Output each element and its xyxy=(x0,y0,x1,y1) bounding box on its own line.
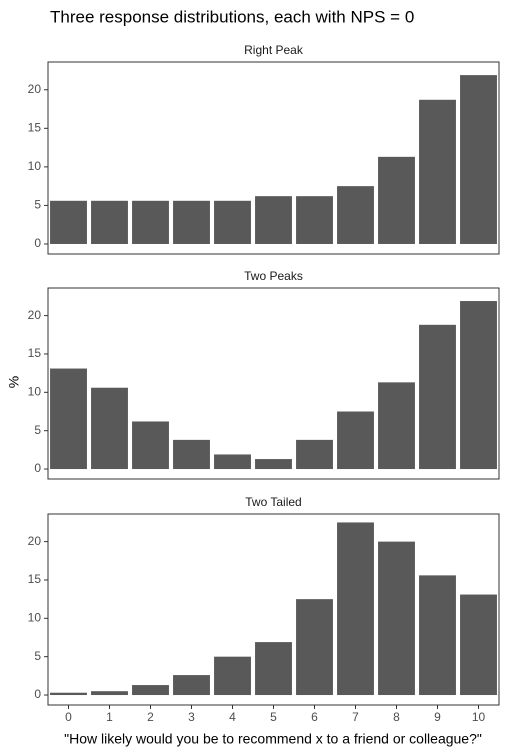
y-tick-label: 20 xyxy=(28,308,42,322)
bar xyxy=(378,541,415,696)
strip-label: Two Peaks xyxy=(244,269,303,283)
strip-label: Right Peak xyxy=(244,43,304,57)
y-tick-label: 5 xyxy=(34,198,41,212)
bar xyxy=(419,575,456,696)
x-tick-label: 3 xyxy=(188,710,195,724)
bar xyxy=(255,459,292,470)
bar xyxy=(337,411,374,470)
y-tick-label: 5 xyxy=(34,649,41,663)
bar xyxy=(132,200,169,244)
x-axis-title: "How likely would you be to recommend x … xyxy=(64,731,482,747)
bar xyxy=(419,324,456,470)
bar xyxy=(296,439,333,470)
bar xyxy=(173,439,210,470)
bar xyxy=(255,642,292,696)
x-tick-label: 9 xyxy=(434,710,441,724)
bar xyxy=(296,599,333,696)
panel-border xyxy=(47,287,500,480)
y-tick-label: 15 xyxy=(28,346,42,360)
bar xyxy=(91,387,128,470)
bar xyxy=(255,196,292,244)
chart-title: Three response distributions, each with … xyxy=(50,7,414,26)
x-tick-label: 5 xyxy=(270,710,277,724)
y-tick-label: 15 xyxy=(28,120,42,134)
x-tick-label: 4 xyxy=(229,710,236,724)
bar xyxy=(50,368,87,470)
bar xyxy=(91,691,128,696)
bar xyxy=(132,421,169,470)
panel-border xyxy=(47,513,500,706)
bar xyxy=(460,301,497,470)
y-axis-title: % xyxy=(6,376,22,388)
bar xyxy=(337,186,374,244)
y-tick-label: 0 xyxy=(34,461,41,475)
bar xyxy=(214,656,251,696)
y-tick-label: 20 xyxy=(28,534,42,548)
y-tick-label: 20 xyxy=(28,82,42,96)
strip-label: Two Tailed xyxy=(245,495,301,509)
x-tick-label: 2 xyxy=(147,710,154,724)
x-tick-label: 7 xyxy=(352,710,359,724)
y-tick-label: 5 xyxy=(34,423,41,437)
bar xyxy=(173,200,210,244)
y-tick-label: 10 xyxy=(28,159,42,173)
bar xyxy=(132,685,169,696)
bar xyxy=(214,454,251,470)
bar xyxy=(378,382,415,470)
bar xyxy=(460,75,497,244)
x-tick-label: 6 xyxy=(311,710,318,724)
bar xyxy=(419,99,456,244)
y-tick-label: 10 xyxy=(28,610,42,624)
bar xyxy=(50,692,87,696)
bar xyxy=(91,200,128,244)
y-tick-label: 10 xyxy=(28,384,42,398)
bar xyxy=(460,594,497,696)
bar xyxy=(296,196,333,244)
bar xyxy=(214,200,251,244)
panel-border xyxy=(47,61,500,255)
y-tick-label: 0 xyxy=(34,236,41,250)
y-tick-label: 15 xyxy=(28,572,42,586)
x-tick-label: 8 xyxy=(393,710,400,724)
x-tick-label: 1 xyxy=(106,710,113,724)
bar xyxy=(50,200,87,244)
bar xyxy=(337,522,374,696)
bar xyxy=(378,156,415,244)
x-tick-label: 10 xyxy=(472,710,486,724)
bar xyxy=(173,675,210,696)
x-tick-label: 0 xyxy=(65,710,72,724)
y-tick-label: 0 xyxy=(34,687,41,701)
